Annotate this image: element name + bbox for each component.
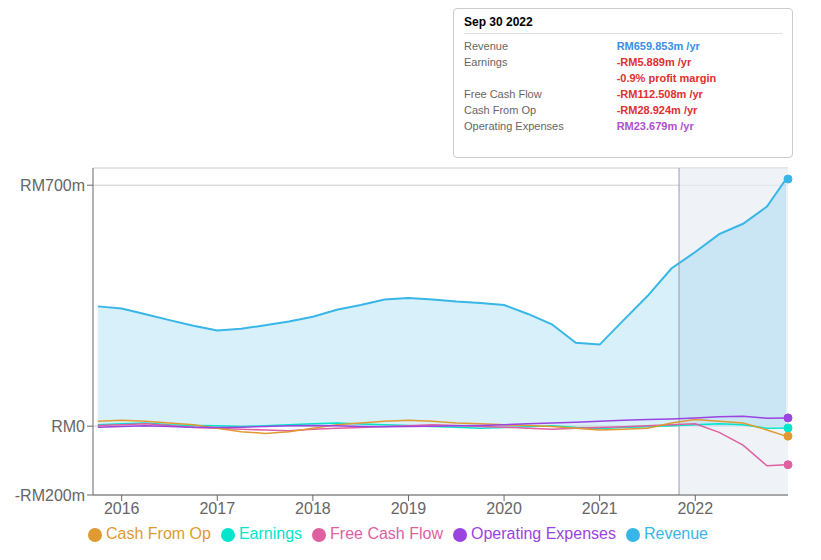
html-text:Cash From Op: Cash From Op bbox=[464, 104, 537, 116]
html-text:Sep 30 2022: Sep 30 2022 bbox=[464, 15, 533, 29]
html-text:RM23.679m /yr: RM23.679m /yr bbox=[616, 120, 694, 132]
html-text:Operating Expenses: Operating Expenses bbox=[471, 525, 616, 542]
html-text:Free Cash Flow: Free Cash Flow bbox=[330, 525, 443, 542]
html-text:Revenue: Revenue bbox=[464, 40, 508, 52]
html-text:-RM5.889m /yr: -RM5.889m /yr bbox=[616, 56, 692, 68]
svg-text:RM0: RM0 bbox=[51, 418, 85, 435]
svg-text:2022: 2022 bbox=[677, 500, 713, 517]
svg-text:2016: 2016 bbox=[104, 500, 140, 517]
svg-text:2021: 2021 bbox=[582, 500, 618, 517]
html-text:RM659.853m /yr: RM659.853m /yr bbox=[616, 40, 700, 52]
html-text:Cash From Op: Cash From Op bbox=[106, 525, 211, 542]
svg-text:2020: 2020 bbox=[486, 500, 522, 517]
html-text:-0.9% profit margin: -0.9% profit margin bbox=[616, 72, 717, 84]
svg-text:-RM200m: -RM200m bbox=[15, 487, 85, 504]
html-text:Operating Expenses: Operating Expenses bbox=[464, 120, 564, 132]
svg-text:RM700m: RM700m bbox=[20, 177, 85, 194]
html-text:Free Cash Flow: Free Cash Flow bbox=[464, 88, 542, 100]
html-text:Earnings: Earnings bbox=[464, 56, 508, 68]
svg-text:2017: 2017 bbox=[199, 500, 235, 517]
svg-text:2018: 2018 bbox=[295, 500, 331, 517]
html-text:-RM28.924m /yr: -RM28.924m /yr bbox=[616, 104, 698, 116]
html-text:-RM112.508m /yr: -RM112.508m /yr bbox=[616, 88, 703, 100]
html-text:Earnings: Earnings bbox=[238, 525, 303, 542]
html-text:Revenue: Revenue bbox=[644, 525, 708, 542]
svg-text:2019: 2019 bbox=[391, 500, 427, 517]
